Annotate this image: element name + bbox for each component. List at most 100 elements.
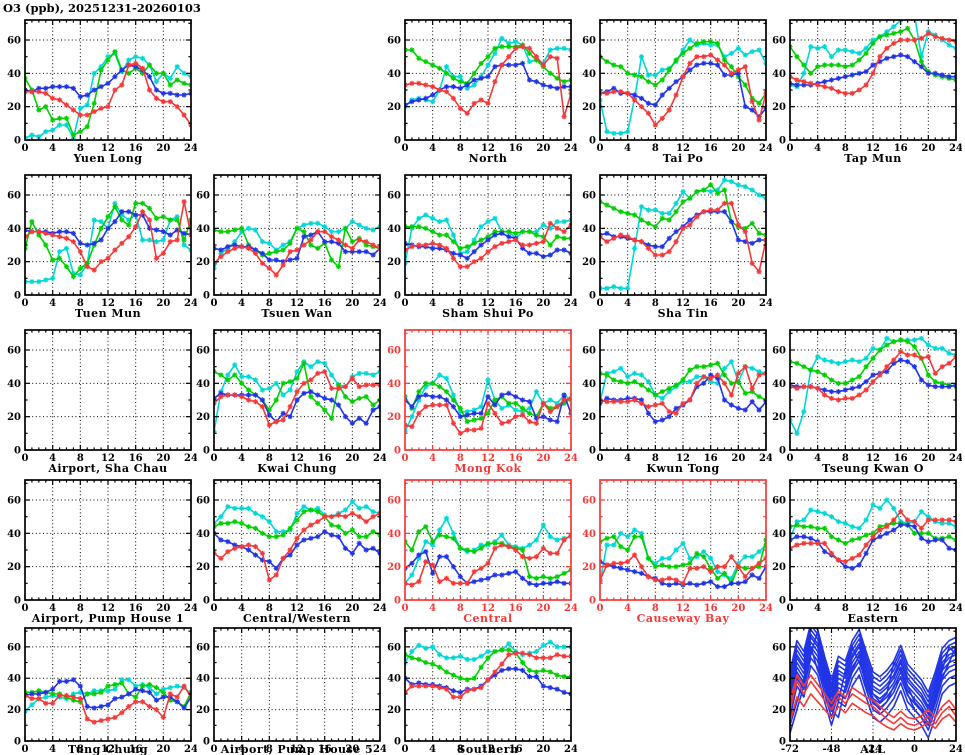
y-tick-label: 60 [387,36,401,47]
chart-title: Tsuen Wan [261,307,332,320]
chart-central-western: 0 20 40 60 0 4 8 12 16 20 24 Central/Western [196,479,386,625]
y-tick-label: 20 [772,412,786,423]
y-tick-label: 0 [779,446,786,457]
y-tick-label: 40 [772,529,786,540]
y-tick-label: 60 [196,496,210,507]
y-tick-label: 20 [387,102,401,113]
y-tick-label: 40 [196,529,210,540]
y-tick-label: 0 [14,291,21,302]
chart-title: Kwai Chung [257,462,337,475]
x-tick-label: 24 [564,298,577,309]
y-tick-label: 40 [7,379,21,390]
x-tick-label: 12 [676,453,690,464]
chart-tai-po: 0 20 40 60 0 4 8 12 16 20 24 Tai Po [582,19,772,165]
y-tick-label: 20 [196,705,210,716]
x-tick-label: 20 [345,453,359,464]
x-tick-label: 20 [731,298,745,309]
y-tick-label: 0 [203,291,210,302]
chart-kwai-chung: 0 20 40 60 0 4 8 12 16 20 24 Kwai Chung [196,329,386,475]
x-tick-label: 12 [676,143,690,154]
x-tick-label: 0 [597,143,604,154]
x-tick-label: 0 [22,143,29,154]
x-tick-label: 20 [536,744,550,755]
y-tick-label: 0 [589,596,596,607]
x-tick-label: 8 [266,603,273,614]
y-tick-label: 60 [7,346,21,357]
x-tick-label: 16 [704,603,718,614]
x-tick-label: 24 [564,603,577,614]
x-tick-label: 20 [345,603,359,614]
x-tick-label: 12 [481,453,495,464]
y-tick-label: 20 [582,562,596,573]
x-tick-label: 8 [652,143,659,154]
x-tick-label: 0 [787,143,794,154]
x-tick-label: 24 [184,744,197,755]
chart-title: Mong Kok [454,462,521,475]
x-tick-label: 4 [49,453,56,464]
chart-series [405,212,571,270]
chart-title: Central/Western [243,612,351,625]
chart-title: Tuen Mun [75,307,141,320]
chart-series [600,37,766,136]
y-tick-label: 20 [772,102,786,113]
x-tick-label: 12 [866,603,880,614]
y-tick-label: 0 [394,446,401,457]
y-tick-label: 40 [7,529,21,540]
y-tick-label: 0 [14,136,21,147]
chart-series [214,219,380,278]
x-tick-label: 8 [457,298,464,309]
x-tick-label: 12 [676,298,690,309]
y-tick-label: 60 [7,496,21,507]
x-tick-label: 4 [624,298,631,309]
x-tick-label: 20 [731,603,745,614]
y-tick-label: 40 [196,224,210,235]
x-tick-label: 0 [22,603,29,614]
y-tick-label: 20 [196,257,210,268]
x-tick-label: 16 [894,143,908,154]
x-tick-label: 0 [402,143,409,154]
x-tick-label: 16 [509,298,523,309]
chart-tuen-mun: 0 20 40 60 0 4 8 12 16 20 24 Tuen Mun [7,174,197,320]
y-tick-label: 20 [387,705,401,716]
x-tick-label: 20 [731,453,745,464]
x-tick-label: 24 [759,453,772,464]
x-tick-label: 16 [509,744,523,755]
y-tick-label: 0 [14,596,21,607]
x-tick-label: 24 [184,143,197,154]
y-tick-label: 60 [7,642,21,653]
y-tick-label: 0 [203,596,210,607]
x-tick-label: 24 [184,298,197,309]
chart-title: Eastern [847,612,898,625]
x-tick-label: 0 [402,603,409,614]
chart-yuen-long: 0 20 40 60 0 4 8 12 16 20 24 Yuen Long [7,19,197,165]
x-tick-label: 12 [290,453,304,464]
chart-title: Causeway Bay [637,612,730,625]
chart-series [790,20,956,96]
y-tick-label: 40 [772,69,786,80]
x-tick-label: 24 [184,603,197,614]
y-tick-label: 60 [582,36,596,47]
y-tick-label: 60 [387,346,401,357]
x-tick-label: 0 [402,744,409,755]
x-tick-label: 16 [894,453,908,464]
x-tick-label: 16 [509,453,523,464]
y-tick-label: 60 [7,191,21,202]
chart-mong-kok: 0 20 40 60 0 4 8 12 16 20 24 Mong Kok [387,329,577,475]
x-tick-label: 24 [564,143,577,154]
chart-series [405,35,571,120]
y-tick-label: 40 [582,224,596,235]
chart-causeway-bay: 0 20 40 60 0 4 8 12 16 20 24 Causeway Bay [582,479,772,625]
x-tick-label: 24 [373,603,386,614]
x-tick-label: 8 [457,603,464,614]
y-tick-label: 0 [14,446,21,457]
chart-title: ALL [859,743,886,755]
x-tick-label: 16 [318,298,332,309]
chart-title: Central [463,612,512,625]
x-tick-label: 12 [101,298,115,309]
y-tick-label: 40 [7,674,21,685]
x-tick-label: 0 [211,453,218,464]
x-tick-label: 8 [77,143,84,154]
chart-series [790,335,956,436]
